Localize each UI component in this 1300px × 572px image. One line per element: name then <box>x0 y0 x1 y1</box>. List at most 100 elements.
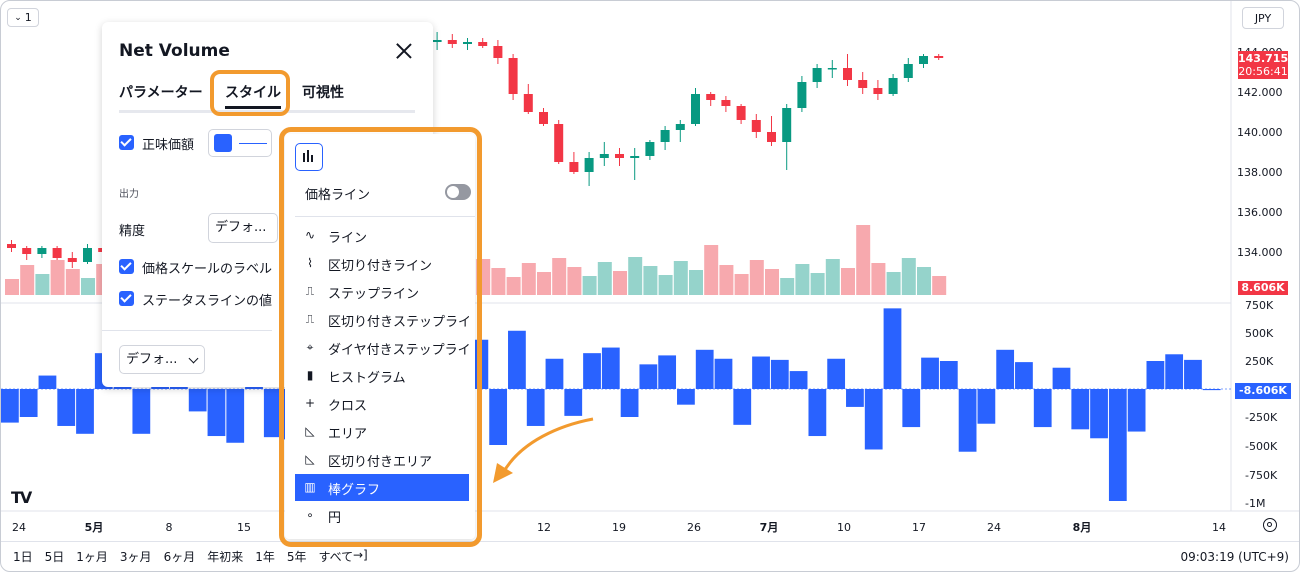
volume-bar <box>628 257 643 295</box>
volume-bar <box>567 267 582 295</box>
range-button[interactable]: 3ヶ月 <box>119 550 152 564</box>
netvol-bar <box>564 389 583 416</box>
netvol-bar <box>864 389 883 450</box>
netvol-bar <box>827 358 846 389</box>
columns-icon[interactable] <box>295 143 323 171</box>
plot-type-item[interactable]: ⌖ ダイヤ付きステップライン <box>295 334 469 361</box>
plot-type-item[interactable]: ∿ ライン <box>295 222 469 249</box>
netvol-axis-label: -250K <box>1245 411 1278 424</box>
plot-type-label: クロス <box>328 399 368 414</box>
price-line-toggle[interactable] <box>445 184 471 200</box>
netvol-bar <box>1071 389 1090 430</box>
netvol-bar <box>695 349 714 389</box>
netvol-bar <box>38 375 57 389</box>
range-button[interactable]: 6ヶ月 <box>163 550 196 564</box>
collapse-pane-button[interactable]: ⌄ 1 <box>7 8 39 27</box>
status-line-checkbox[interactable] <box>119 291 134 306</box>
netvol-bar <box>19 389 38 417</box>
price-scale-label-checkbox[interactable] <box>119 259 134 274</box>
netvol-bar <box>996 349 1015 389</box>
plot-type-item[interactable]: ⎍ ステップライン <box>295 278 469 305</box>
netvol-bar <box>1090 389 1108 439</box>
area-icon: ◺ <box>305 424 315 438</box>
volume-bar <box>749 260 764 295</box>
netvol-bar <box>677 389 695 405</box>
plot-type-item[interactable]: ∘ 円 <box>295 502 469 529</box>
plot-type-item[interactable]: + クロス <box>295 390 469 417</box>
line-with-breaks-icon: ⌇ <box>307 256 313 270</box>
tab-parameters[interactable]: パラメーター <box>119 85 203 101</box>
candle-body <box>508 58 518 94</box>
plot-type-item[interactable]: ▮ ヒストグラム <box>295 362 469 389</box>
netvol-bar <box>1108 389 1127 501</box>
volume-bar <box>521 263 536 295</box>
range-button[interactable]: 1年 <box>255 550 275 564</box>
last-price-tag: 143.715 20:56:41 <box>1238 51 1288 79</box>
netvol-bar <box>263 389 282 438</box>
range-button[interactable]: すべて <box>318 550 354 564</box>
time-axis-label: 17 <box>912 521 926 534</box>
tab-style[interactable]: スタイル <box>225 85 281 101</box>
volume-bar <box>886 272 901 295</box>
plot-type-label: エリア <box>328 427 368 442</box>
time-axis-label: 15 <box>237 521 251 534</box>
plot-type-label: 棒グラフ <box>328 483 381 498</box>
defaults-select[interactable]: デフォ... <box>119 345 205 374</box>
plot-style-picker[interactable] <box>208 129 272 157</box>
candle-body <box>934 56 944 58</box>
candle-body <box>706 94 716 100</box>
net-price-checkbox[interactable] <box>119 135 134 150</box>
volume-bar <box>932 276 947 295</box>
volume-bar <box>704 245 719 295</box>
chevron-down-icon: ⌄ <box>14 12 22 23</box>
range-button[interactable]: 1日 <box>13 550 33 564</box>
clock[interactable]: 09:03:19 (UTC+9) <box>1180 550 1289 564</box>
last-price-value: 143.715 <box>1238 52 1289 65</box>
plot-type-item[interactable]: ◺ 区切り付きエリア <box>295 446 469 473</box>
netvol-bar <box>188 389 207 412</box>
price-axis-label: 140.000 <box>1237 126 1283 139</box>
candle-body <box>37 248 47 254</box>
time-axis-label: 8 <box>166 521 173 534</box>
netvol-bar <box>939 361 958 389</box>
dialog-title: Net Volume <box>119 41 230 61</box>
candle-body <box>691 94 700 124</box>
candle-body <box>675 124 685 130</box>
candle-body <box>463 42 472 44</box>
range-button[interactable]: 5年 <box>286 550 307 564</box>
color-swatch <box>214 134 232 152</box>
range-button[interactable]: 1ヶ月 <box>76 550 108 564</box>
defaults-label: デフォ... <box>126 352 178 367</box>
precision-select[interactable]: デフォ... <box>208 213 278 243</box>
close-icon[interactable] <box>394 41 414 61</box>
collapse-count: 1 <box>24 11 32 24</box>
plot-type-item[interactable]: ◺ エリア <box>295 418 469 445</box>
plot-type-label: ダイヤ付きステップライン <box>328 343 469 358</box>
volume-bar <box>5 279 19 295</box>
netvol-bar <box>1052 367 1071 389</box>
plot-type-item[interactable]: ⎍ 区切り付きステップライン <box>295 306 469 333</box>
time-axis-label: 12 <box>537 521 551 534</box>
netvol-bar <box>226 389 245 443</box>
candle-body <box>903 64 913 78</box>
plot-type-item[interactable]: ▥ 棒グラフ <box>295 474 469 501</box>
tab-visibility[interactable]: 可視性 <box>302 85 344 101</box>
price-axis-label: 134.000 <box>1237 246 1283 259</box>
range-button[interactable]: 5日 <box>44 550 65 564</box>
netvol-bar <box>1146 361 1165 389</box>
goto-date-icon[interactable]: →] <box>353 548 368 562</box>
netvol-bar <box>583 353 601 389</box>
range-button[interactable]: 年初来 <box>207 550 244 564</box>
netvol-bar <box>921 357 939 389</box>
volume-bar <box>825 259 840 295</box>
step-line-icon: ⎍ <box>305 284 315 298</box>
plot-type-item[interactable]: ⌇ 区切り付きライン <box>295 250 469 277</box>
netvol-bar <box>658 355 677 389</box>
netvol-bar <box>958 389 977 452</box>
candle-body <box>569 162 579 172</box>
currency-button[interactable]: JPY <box>1242 7 1284 29</box>
netvol-bar <box>545 358 564 389</box>
gear-icon[interactable] <box>1263 518 1277 532</box>
netvol-bar <box>714 358 733 389</box>
